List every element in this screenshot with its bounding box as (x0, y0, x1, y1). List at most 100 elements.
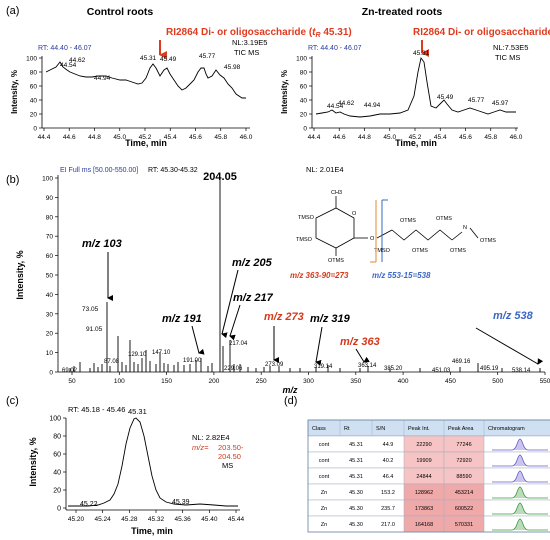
c-y-tick-label: 80 (53, 434, 61, 441)
left-peak-5: 45.49 (160, 56, 177, 63)
table-cell: 44.9 (383, 442, 394, 448)
table-chromatogram-thumb (492, 518, 548, 531)
right-x-tick-label: 44.4 (308, 134, 321, 141)
table-cell: 453214 (455, 490, 473, 496)
panel-c-label: (c) (6, 395, 19, 407)
table-cell: Zn (321, 506, 327, 512)
right-peak-1: 44.54 (327, 103, 344, 110)
table-cell: 153.2 (381, 490, 395, 496)
c-y-tick-label: 40 (53, 470, 61, 477)
table-cell: Zn (321, 522, 327, 528)
b-peak-91: 91.05 (86, 326, 103, 333)
svg-text:OTMS: OTMS (328, 258, 344, 264)
c-xlabel: Time, min (131, 526, 173, 536)
table-cell: 173863 (415, 506, 433, 512)
right-peak-7: 45.97 (492, 100, 509, 107)
b-peak-451: 451.03 (432, 368, 451, 374)
c-rt-range: RT: 45.18 - 45.46 (68, 405, 125, 414)
b-peak-469: 469.16 (452, 359, 471, 365)
left-peak-7: 45.98 (224, 64, 241, 71)
anno-mz-217: m/z 217 (233, 292, 274, 304)
right-x-tick-label: 45.4 (434, 134, 447, 141)
left-tic: TIC MS (234, 48, 259, 57)
anno-mz-273: m/z 273 (264, 311, 304, 323)
b-x-tick-label: 250 (256, 378, 267, 385)
table-cell: 19909 (416, 458, 431, 464)
svg-text:O: O (370, 236, 375, 242)
zn-tic-chart: RT: 44.40 - 46.07 NL:7.53E5 TIC MS 0 20 40… (280, 43, 528, 148)
table-cell: cont (319, 474, 330, 480)
table-cell: 570331 (455, 522, 473, 528)
control-tic-trace (45, 61, 246, 99)
c-y-tick-label: 100 (49, 416, 61, 423)
anno-mz-538: m/z 538 (493, 310, 534, 322)
table-cell: 77246 (456, 442, 471, 448)
b-x-tick-label: 100 (114, 378, 125, 385)
svg-text:TMSO: TMSO (298, 215, 315, 221)
b-x-tick-label: 400 (398, 378, 409, 385)
c-x-tick-label: 45.20 (68, 516, 85, 523)
right-x-tick-label: 45.8 (484, 134, 497, 141)
b-x-tick-label: 50 (68, 378, 76, 385)
right-nl: NL:7.53E5 (493, 43, 528, 52)
b-y-tick-label: 30 (46, 311, 54, 318)
svg-text:CH3: CH3 (331, 190, 342, 196)
svg-text:OTMS: OTMS (436, 216, 452, 222)
b-x-tick-label: 550 (540, 378, 550, 385)
table-chromatogram-thumb (492, 502, 548, 515)
left-x-tick-label: 45.0 (113, 134, 126, 141)
b-y-tick-label: 70 (46, 234, 54, 241)
anno-mz-363: m/z 363 (340, 336, 380, 348)
c-peak-1: 45.31 (128, 407, 147, 416)
b-x-tick-label: 200 (208, 378, 219, 385)
b-y-tick-label: 80 (46, 214, 54, 221)
right-ylabel: Intensity, % (280, 70, 289, 114)
b-peak-73: 73.05 (82, 306, 99, 313)
right-x-tick-label: 45.2 (409, 134, 422, 141)
b-y-tick-label: 100 (42, 176, 53, 183)
b-ylabel: Intensity, % (15, 250, 25, 299)
disaccharide-structure: CH3 O TMSO TMSO OTMS O TMSO OTMS OTMS OT… (296, 190, 496, 264)
table-header-cell: Chromatogram (488, 426, 525, 432)
left-x-tick-label: 44.6 (63, 134, 76, 141)
table-chromatogram-thumb (492, 438, 548, 451)
b-y-tick-label: 20 (46, 331, 54, 338)
right-peak-4: 45.31 (413, 50, 430, 57)
c-y-tick-label: 20 (53, 488, 61, 495)
right-x-tick-label: 44.6 (333, 134, 346, 141)
anno-mz-191: m/z 191 (162, 313, 202, 325)
table-header-cell: S/N (376, 426, 385, 432)
table-cell: 45.31 (349, 442, 363, 448)
c-x-tick-label: 45.32 (148, 516, 165, 523)
c-nl: NL: 2.82E4 (192, 433, 230, 442)
table-cell: 45.31 (349, 474, 363, 480)
c-mz-prefix: m/z= (192, 443, 209, 452)
b-y-tick-label: 50 (46, 273, 54, 280)
table-cell: 22290 (416, 442, 431, 448)
left-x-tick-label: 44.4 (38, 134, 51, 141)
right-x-tick-label: 44.8 (358, 134, 371, 141)
panel-b-label: (b) (6, 174, 19, 186)
table-cell: 40.2 (383, 458, 394, 464)
table-header-cell: Rt (344, 426, 350, 432)
b-peak-129: 129.10 (128, 352, 147, 358)
left-peak-2: 44.62 (69, 57, 86, 64)
svg-text:O: O (352, 211, 357, 217)
left-y-tick-label: 20 (30, 112, 38, 119)
c-x-tick-label: 45.44 (228, 516, 245, 523)
b-x-tick-label: 350 (350, 378, 361, 385)
b-header-rt: RT: 45.30-45.32 (148, 167, 198, 174)
right-rt-range: RT: 44.40 - 46.07 (308, 45, 362, 52)
right-peak-3: 44.94 (364, 102, 381, 109)
frag-orange-label: m/z 363-90=273 (290, 271, 349, 280)
c-y-tick-label: 60 (53, 452, 61, 459)
b-peak-385: 385.20 (384, 366, 403, 372)
svg-text:TMSO: TMSO (296, 237, 313, 243)
table-cell: 45.30 (349, 506, 363, 512)
left-peak-6: 45.77 (199, 53, 216, 60)
right-y-tick-label: 40 (300, 98, 308, 105)
c-y-tick-label: 0 (57, 506, 61, 513)
table-chromatogram-thumb (492, 454, 548, 467)
svg-text:N: N (463, 225, 467, 231)
c-x-tick-label: 45.36 (175, 516, 192, 523)
